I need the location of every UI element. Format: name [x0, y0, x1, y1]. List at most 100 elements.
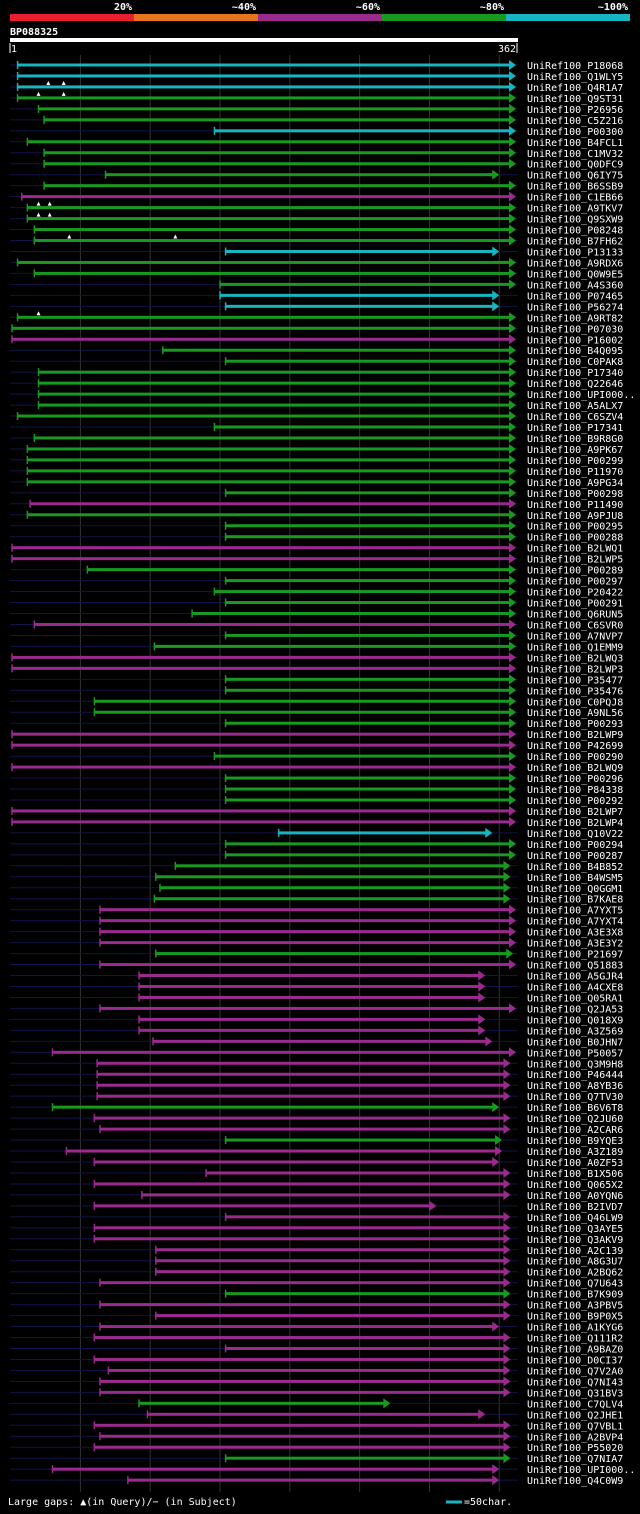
hit-row-46: UniRef100_P00289: [10, 564, 623, 577]
hit-label: UniRef100_B2IVD7: [527, 1202, 623, 1213]
hit-bar: [225, 304, 494, 308]
hit-arrow: [478, 992, 486, 1003]
hit-row-72: UniRef100_P00287: [10, 849, 623, 862]
hit-row-0: UniRef100_P18068: [10, 60, 623, 72]
hit-row-92: UniRef100_P46444: [10, 1069, 623, 1081]
hit-label: UniRef100_D0CI37: [527, 1355, 623, 1366]
hit-row-77: UniRef100_A7YXT5: [10, 904, 623, 917]
hit-bar: [139, 1017, 480, 1021]
hit-label: UniRef100_B4WSM5: [527, 873, 623, 884]
legend-swatch-2: [258, 14, 382, 21]
hit-label: UniRef100_A9RT82: [527, 313, 623, 324]
hit-bar: [17, 96, 511, 100]
hit-bar: [27, 469, 511, 473]
hit-row-117: UniRef100_A9BAZ0: [10, 1343, 623, 1355]
query-ruler: BP088325 1 362: [9, 27, 518, 55]
hit-row-56: UniRef100_P35477: [10, 674, 623, 686]
hit-bar: [225, 787, 511, 791]
hit-arrow: [503, 1310, 511, 1321]
hit-row-102: UniRef100_Q065X2: [10, 1178, 623, 1191]
hit-bar: [99, 1127, 505, 1131]
hit-label: UniRef100_P56274: [527, 302, 623, 313]
hit-arrow: [509, 60, 516, 70]
hit-row-38: UniRef100_A9PG34: [10, 476, 623, 489]
hit-arrow: [478, 981, 486, 992]
hit-label: UniRef100_B7FH62: [527, 237, 623, 248]
hit-row-121: UniRef100_Q31BV3: [10, 1387, 623, 1399]
hit-arrow: [503, 1233, 511, 1244]
hit-row-22: UniRef100_P56274: [10, 301, 623, 313]
hit-row-68: UniRef100_B2LWP7: [10, 805, 623, 818]
hit-bar: [99, 1006, 510, 1010]
hit-arrow: [492, 1464, 500, 1475]
hit-bar: [99, 963, 510, 967]
hit-row-97: UniRef100_A2CAR6: [10, 1124, 623, 1136]
hit-bar: [99, 1390, 505, 1394]
hit-row-94: UniRef100_Q7TV30: [10, 1091, 623, 1103]
hit-label: UniRef100_P07030: [527, 324, 623, 335]
hit-arrow: [509, 619, 516, 630]
hit-row-57: UniRef100_P35476: [10, 685, 623, 697]
hit-label: UniRef100_Q065X2: [527, 1180, 623, 1191]
hit-row-87: UniRef100_Q018X9: [10, 1014, 623, 1026]
hit-label: UniRef100_Q22646: [527, 379, 623, 390]
hit-arrow: [509, 509, 516, 520]
hit-bar: [52, 1467, 494, 1471]
hit-row-12: UniRef100_C1EB66: [10, 191, 623, 204]
hit-arrow: [509, 400, 516, 411]
hit-bar: [94, 1182, 505, 1186]
hit-row-41: UniRef100_A9PJU8: [10, 509, 623, 522]
hit-row-107: UniRef100_Q3AKV9: [10, 1233, 623, 1246]
hit-bar: [27, 206, 511, 210]
hit-row-86: UniRef100_Q2JA53: [10, 1003, 623, 1015]
legend-swatch-0: [10, 14, 134, 21]
hit-label: UniRef100_B0JHN7: [527, 1037, 623, 1048]
hit-row-10: UniRef100_Q6IY75: [10, 169, 623, 182]
hit-row-31: UniRef100_A5ALX7: [10, 400, 623, 412]
hit-label: UniRef100_B2LWP4: [527, 818, 623, 829]
hit-row-35: UniRef100_A9PK67: [10, 443, 623, 456]
hit-bar: [94, 1160, 494, 1164]
hit-arrow: [509, 740, 516, 751]
hit-row-65: UniRef100_P00296: [10, 773, 623, 785]
hit-bar: [220, 293, 494, 297]
hit-bar: [108, 1368, 505, 1372]
hit-label: UniRef100_A9RDX6: [527, 258, 623, 269]
hit-arrow: [503, 1178, 511, 1189]
hit-row-23: UniRef100_A9RT82: [10, 311, 623, 324]
hit-row-16: UniRef100_B7FH62: [10, 234, 623, 248]
hit-label: UniRef100_A7YXT5: [527, 906, 623, 917]
hit-arrow: [509, 641, 516, 652]
hit-bar: [38, 403, 511, 407]
hit-label: UniRef100_P00297: [527, 577, 623, 588]
hit-label: UniRef100_A8G3U7: [527, 1257, 623, 1268]
hit-label: UniRef100_Q2JU60: [527, 1114, 623, 1125]
hit-arrow: [503, 1431, 511, 1442]
query-bar: [10, 38, 518, 42]
hit-bar: [139, 995, 480, 999]
hit-row-4: UniRef100_P26956: [10, 103, 623, 116]
hit-label: UniRef100_A4S360: [527, 280, 623, 291]
hit-row-73: UniRef100_B4B852: [10, 860, 623, 873]
hit-label: UniRef100_B2LWP3: [527, 664, 623, 675]
hit-label: UniRef100_A7NVP7: [527, 631, 623, 642]
hit-label: UniRef100_Q4C0W9: [527, 1476, 623, 1487]
hit-arrow: [509, 685, 516, 696]
hit-list: UniRef100_P18068UniRef100_Q1WLY5UniRef10…: [10, 60, 635, 1487]
hit-arrow: [503, 1255, 511, 1266]
hit-bar: [12, 655, 510, 659]
hit-bar: [225, 853, 511, 857]
hit-label: UniRef100_C1EB66: [527, 193, 623, 204]
hit-bar: [99, 1281, 505, 1285]
hit-row-120: UniRef100_Q7NI43: [10, 1376, 623, 1388]
hit-arrow: [509, 816, 516, 827]
hit-arrow: [509, 345, 516, 356]
hit-bar: [34, 622, 510, 626]
hit-row-7: UniRef100_B4FCL1: [10, 136, 623, 149]
hit-label: UniRef100_C6SZV4: [527, 412, 623, 423]
hit-bar: [225, 535, 511, 539]
hit-bar: [225, 1215, 505, 1219]
hit-row-33: UniRef100_P17341: [10, 422, 623, 434]
hit-arrow: [509, 1003, 516, 1014]
hit-arrow: [503, 1354, 511, 1365]
